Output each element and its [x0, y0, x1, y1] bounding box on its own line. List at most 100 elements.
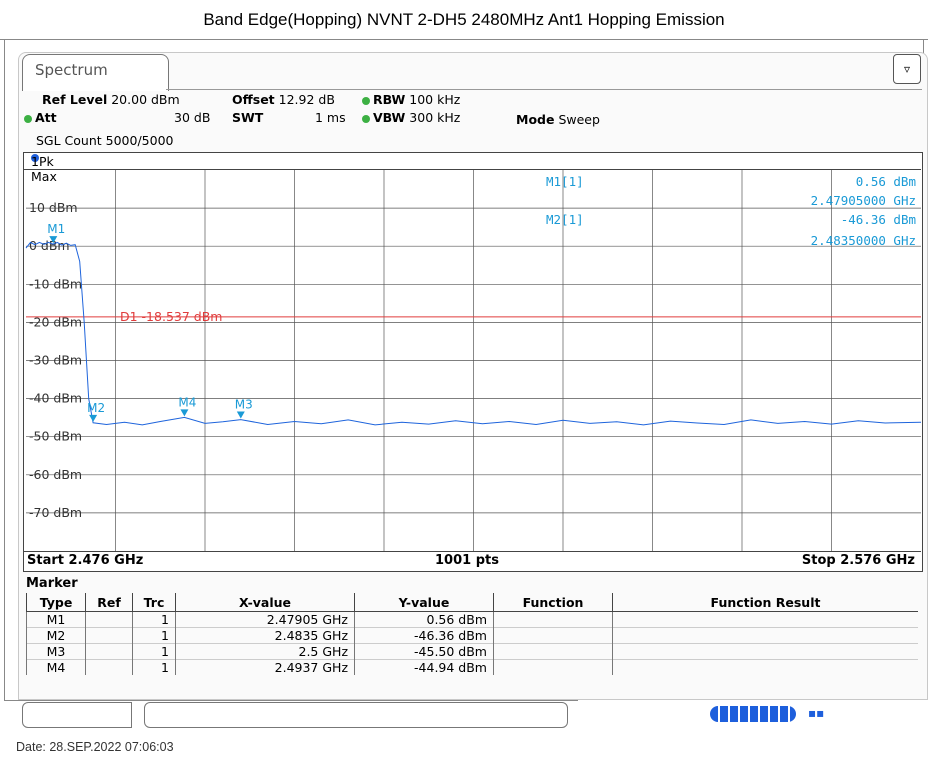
trace-header: 1Pk Max: [23, 152, 921, 184]
page-title: Band Edge(Hopping) NVNT 2-DH5 2480MHz An…: [203, 10, 725, 29]
table-cell: 2.4937 GHz: [175, 659, 355, 675]
table-cell: 2.47905 GHz: [175, 611, 355, 628]
chart-grid: [26, 170, 921, 551]
lxi-icon: ▪▪: [808, 706, 825, 720]
trace-dot-icon: [31, 154, 39, 162]
x-start-label: Start 2.476 GHz: [27, 553, 144, 568]
ref-level-value: 20.00 dBm: [111, 92, 180, 107]
status-bar: ▪▪: [18, 700, 924, 730]
y-tick-label: 0 dBm: [29, 238, 70, 253]
offset-setting: Offset 12.92 dB: [232, 92, 335, 107]
vbw-label: VBW: [373, 110, 406, 125]
rbw-coupled-icon: [362, 96, 370, 105]
table-cell: 2.4835 GHz: [175, 627, 355, 644]
table-row: M1 1 2.47905 GHz 0.56 dBm: [26, 611, 918, 628]
mode-setting: Mode Sweep: [516, 112, 600, 127]
tab-spectrum[interactable]: Spectrum: [22, 54, 169, 91]
title-divider: [0, 39, 928, 40]
rbw-setting: RBW 100 kHz: [362, 92, 460, 107]
table-cell: [612, 611, 918, 628]
vbw-coupled-icon: [362, 114, 370, 123]
m1-readout-label: M1[1]: [546, 174, 584, 189]
marker-m3-label: M3: [235, 398, 253, 412]
display-line-label: D1 -18.537 dBm: [120, 309, 222, 324]
table-cell: [493, 659, 613, 675]
table-cell: -44.94 dBm: [354, 659, 494, 675]
sweep-progress-bar: [710, 706, 796, 722]
x-stop-label: Stop 2.576 GHz: [801, 553, 915, 568]
y-tick-label: -40 dBm: [29, 391, 82, 406]
col-function: Function: [493, 593, 613, 612]
y-tick-label: -60 dBm: [29, 467, 82, 482]
table-cell: 0.56 dBm: [354, 611, 494, 628]
marker-m2-label: M2: [87, 401, 105, 415]
marker-m1-triangle: [49, 236, 58, 244]
m1-readout-freq: 2.47905000 GHz: [811, 193, 916, 208]
col-y-value: Y-value: [354, 593, 494, 612]
marker-m4-triangle: [180, 409, 189, 417]
table-cell: -45.50 dBm: [354, 643, 494, 660]
marker-table: Type Ref Trc X-value Y-value Function Fu…: [26, 593, 918, 675]
ref-level-setting: Ref Level 20.00 dBm: [42, 92, 180, 107]
table-cell: [85, 659, 133, 675]
vbw-setting: VBW 300 kHz: [362, 110, 460, 125]
table-cell: 1: [132, 643, 176, 660]
chevron-down-icon: ▿: [903, 62, 911, 76]
table-cell: [85, 611, 133, 628]
vbw-value: 300 kHz: [409, 110, 461, 125]
sgl-count: SGL Count 5000/5000: [36, 133, 174, 148]
m1-readout-level: 0.56 dBm: [856, 174, 916, 189]
table-row: M2 1 2.4835 GHz -46.36 dBm: [26, 627, 918, 644]
m2-readout-freq: 2.48350000 GHz: [811, 233, 916, 248]
table-cell: [493, 611, 613, 628]
att-value: 30 dB: [174, 110, 211, 125]
col-ref: Ref: [85, 593, 133, 612]
table-cell: [612, 659, 918, 675]
m2-readout-level: -46.36 dBm: [841, 212, 916, 227]
capture-date: Date: 28.SEP.2022 07:06:03: [16, 740, 174, 754]
y-tick-label: -70 dBm: [29, 505, 82, 520]
sweep-points-label: 1001 pts: [435, 553, 499, 568]
offset-label: Offset: [232, 92, 275, 107]
y-tick-label: -30 dBm: [29, 353, 82, 368]
offset-value: 12.92 dB: [278, 92, 335, 107]
table-cell: -46.36 dBm: [354, 627, 494, 644]
marker-m4-label: M4: [178, 395, 196, 409]
table-cell: [493, 627, 613, 644]
table-cell: 1: [132, 659, 176, 675]
table-cell: M4: [26, 659, 86, 675]
menu-dropdown-button[interactable]: ▿: [893, 54, 921, 84]
swt-value: 1 ms: [315, 110, 346, 125]
table-cell: M1: [26, 611, 86, 628]
table-cell: [85, 643, 133, 660]
ref-level-label: Ref Level: [42, 92, 108, 107]
col-function-result: Function Result: [612, 593, 918, 612]
table-row: M3 1 2.5 GHz -45.50 dBm: [26, 643, 918, 660]
table-cell: 2.5 GHz: [175, 643, 355, 660]
marker-m2-triangle: [89, 414, 98, 422]
y-axis-labels: 10 dBm 0 dBm -10 dBm -20 dBm -30 dBm -40 dBm -…: [29, 200, 82, 520]
mode-label: Mode: [516, 112, 555, 127]
table-cell: [493, 643, 613, 660]
marker-m1-label: M1: [47, 222, 65, 236]
y-tick-label: -10 dBm: [29, 276, 82, 291]
y-tick-label: -50 dBm: [29, 429, 82, 444]
att-setting: Att: [24, 110, 57, 125]
table-cell: 1: [132, 611, 176, 628]
col-trc: Trc: [132, 593, 176, 612]
marker-group: M1 M2 M3 M4: [47, 222, 253, 422]
rbw-label: RBW: [373, 92, 406, 107]
table-cell: [612, 643, 918, 660]
tab-underline: [166, 89, 922, 90]
spectrum-plot[interactable]: [23, 152, 923, 572]
mode-value: Sweep: [558, 112, 600, 127]
table-cell: M3: [26, 643, 86, 660]
col-x-value: X-value: [175, 593, 355, 612]
y-tick-label: 10 dBm: [29, 200, 78, 215]
tab-spectrum-label: Spectrum: [35, 61, 108, 79]
m2-readout-label: M2[1]: [546, 212, 584, 227]
att-coupled-icon: [24, 114, 32, 123]
table-cell: [85, 627, 133, 644]
att-label: Att: [35, 110, 57, 125]
